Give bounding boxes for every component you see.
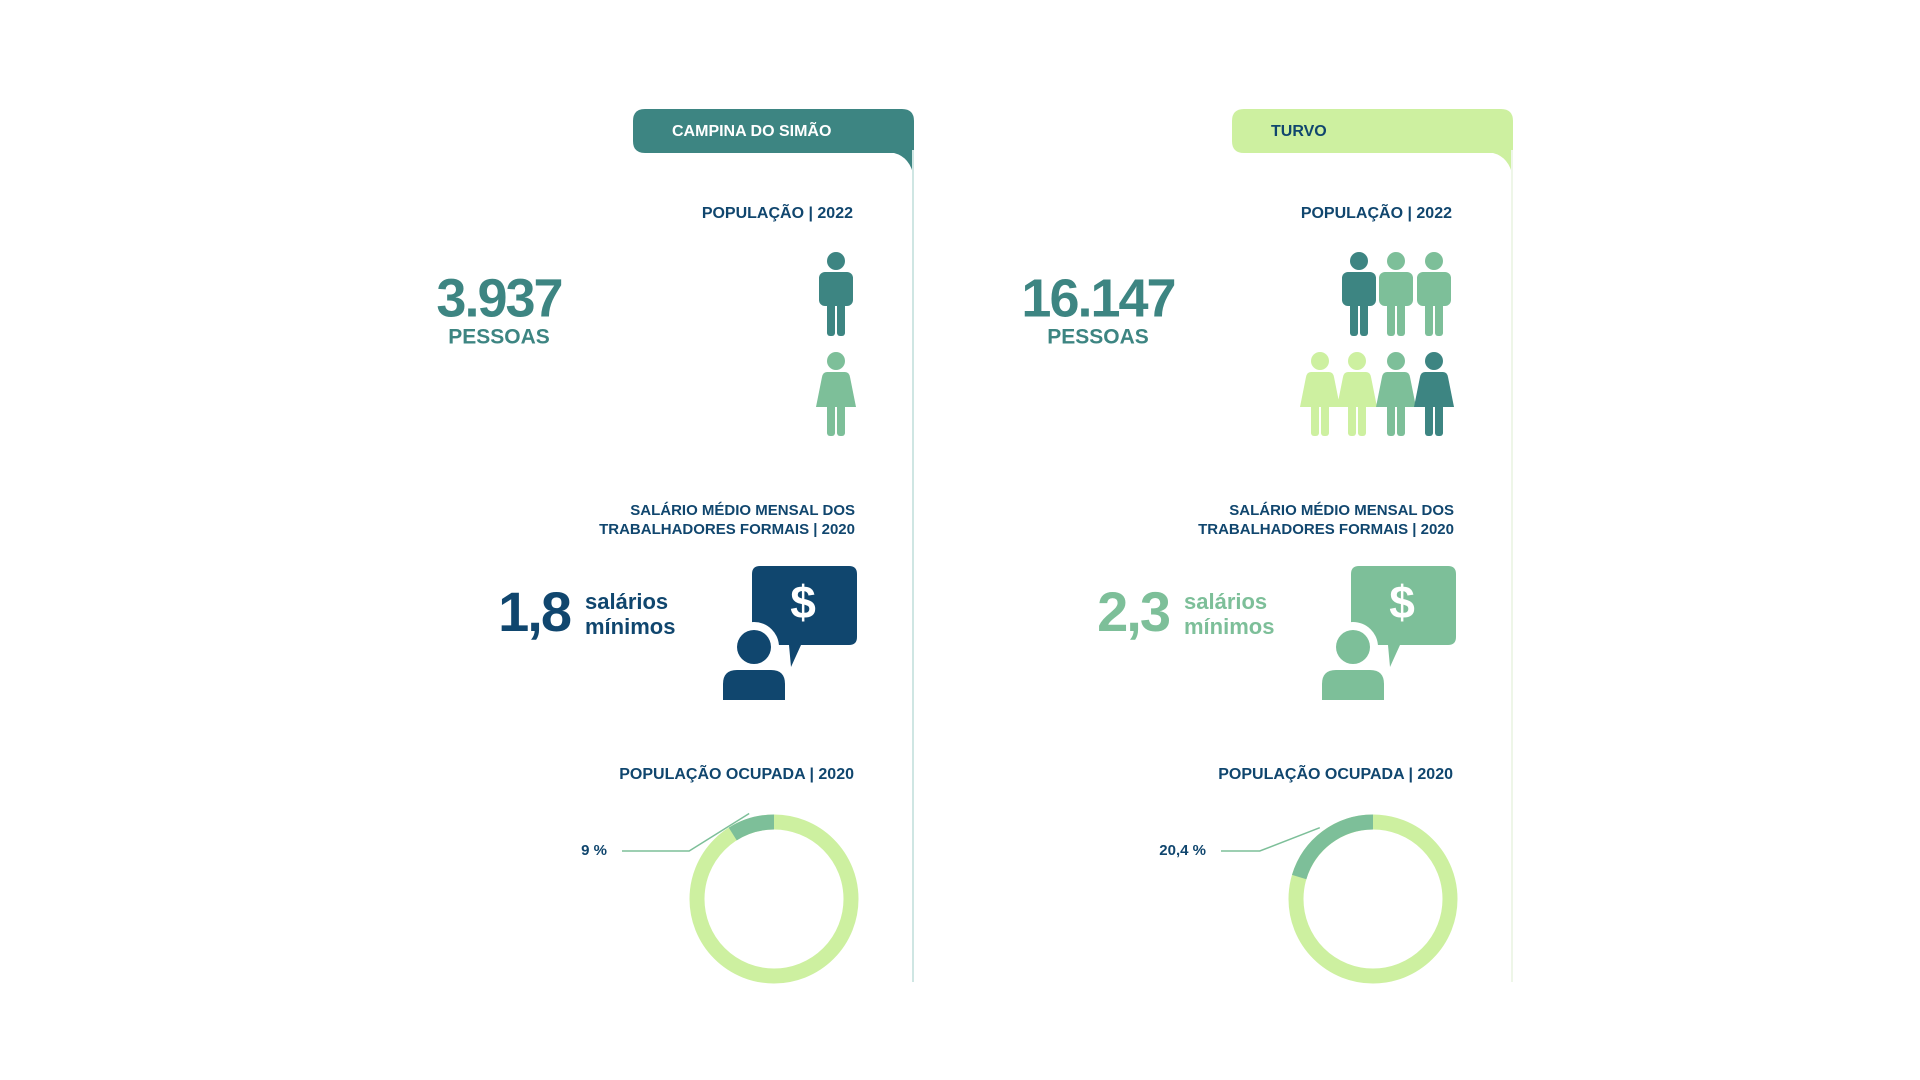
icon-leg [1397, 300, 1405, 336]
icon-head [1350, 252, 1368, 270]
icon-leg [1358, 400, 1366, 436]
icon-leg [1350, 300, 1358, 336]
icon-leg [1348, 400, 1356, 436]
salary-icon: $ [723, 566, 857, 700]
icon-leg [1321, 400, 1329, 436]
icon-torso [1379, 272, 1413, 306]
male-icon [1342, 252, 1376, 336]
icon-leg [1387, 400, 1395, 436]
salary-icon: $ [1322, 566, 1456, 700]
icon-dress [816, 372, 856, 407]
panel-name: TURVO [1271, 123, 1327, 140]
icon-dress [1337, 372, 1377, 407]
icon-head [1311, 352, 1329, 370]
section-label: POPULAÇÃO | 2022 [702, 202, 853, 222]
donut-segment [1292, 814, 1374, 880]
male-icon [1417, 252, 1451, 336]
donut-label: 20,4 % [1159, 842, 1206, 859]
salary-unit: salários [1184, 589, 1267, 614]
donut-label: 9 % [581, 842, 607, 859]
population-unit: PESSOAS [1047, 326, 1149, 349]
leader-line [1221, 826, 1321, 852]
population-value: 16.147 [1021, 268, 1174, 328]
section-label: POPULAÇÃO OCUPADA | 2020 [619, 763, 854, 783]
icon-leg [837, 300, 845, 336]
icon-head [827, 352, 845, 370]
icon-leg [1435, 400, 1443, 436]
salary-value: 1,8 [498, 580, 571, 643]
section-label: SALÁRIO MÉDIO MENSAL DOS [630, 502, 855, 519]
female-icon [1414, 352, 1454, 436]
panel: CAMPINA DO SIMÃO POPULAÇÃO | 2022 3.937PES… [436, 109, 914, 984]
icon-head [1348, 352, 1366, 370]
donut-track [689, 814, 859, 984]
female-icon [1337, 352, 1377, 436]
salary-unit: mínimos [585, 614, 675, 639]
person-head [737, 630, 771, 664]
icon-torso [1417, 272, 1451, 306]
icon-leg [1397, 400, 1405, 436]
icon-leg [1435, 300, 1443, 336]
person-body [1322, 670, 1384, 700]
section-label: POPULAÇÃO OCUPADA | 2020 [1218, 763, 1453, 783]
icon-torso [819, 272, 853, 306]
dollar-sign: $ [790, 576, 816, 628]
icon-torso [1342, 272, 1376, 306]
section-label: TRABALHADORES FORMAIS | 2020 [1198, 521, 1454, 538]
panel-tab [1232, 109, 1513, 177]
icon-dress [1300, 372, 1340, 407]
icon-head [827, 252, 845, 270]
section-label: POPULAÇÃO | 2022 [1301, 202, 1452, 222]
icon-head [1387, 252, 1405, 270]
section-label: TRABALHADORES FORMAIS | 2020 [599, 521, 855, 538]
icon-dress [1414, 372, 1454, 407]
icon-leg [1387, 300, 1395, 336]
icon-leg [1425, 300, 1433, 336]
icon-dress [1376, 372, 1416, 407]
icon-leg [1360, 300, 1368, 336]
population-value: 3.937 [436, 268, 561, 328]
population-unit: PESSOAS [448, 326, 550, 349]
panel-tab [633, 109, 914, 177]
salary-value: 2,3 [1097, 580, 1170, 643]
icon-leg [1311, 400, 1319, 436]
female-icon [1376, 352, 1416, 436]
icon-leg [1425, 400, 1433, 436]
dollar-sign: $ [1389, 576, 1415, 628]
leader-line [622, 812, 750, 852]
salary-unit: mínimos [1184, 614, 1274, 639]
donut-segment [728, 814, 775, 841]
icon-head [1425, 352, 1443, 370]
male-icon [819, 252, 853, 336]
female-icon [1300, 352, 1340, 436]
icon-leg [827, 400, 835, 436]
female-icon [816, 352, 856, 436]
icon-leg [837, 400, 845, 436]
icon-head [1425, 252, 1443, 270]
icon-head [1387, 352, 1405, 370]
icon-leg [827, 300, 835, 336]
panel-name: CAMPINA DO SIMÃO [672, 120, 831, 140]
person-head [1336, 630, 1370, 664]
male-icon [1379, 252, 1413, 336]
section-label: SALÁRIO MÉDIO MENSAL DOS [1229, 502, 1454, 519]
person-body [723, 670, 785, 700]
salary-unit: salários [585, 589, 668, 614]
